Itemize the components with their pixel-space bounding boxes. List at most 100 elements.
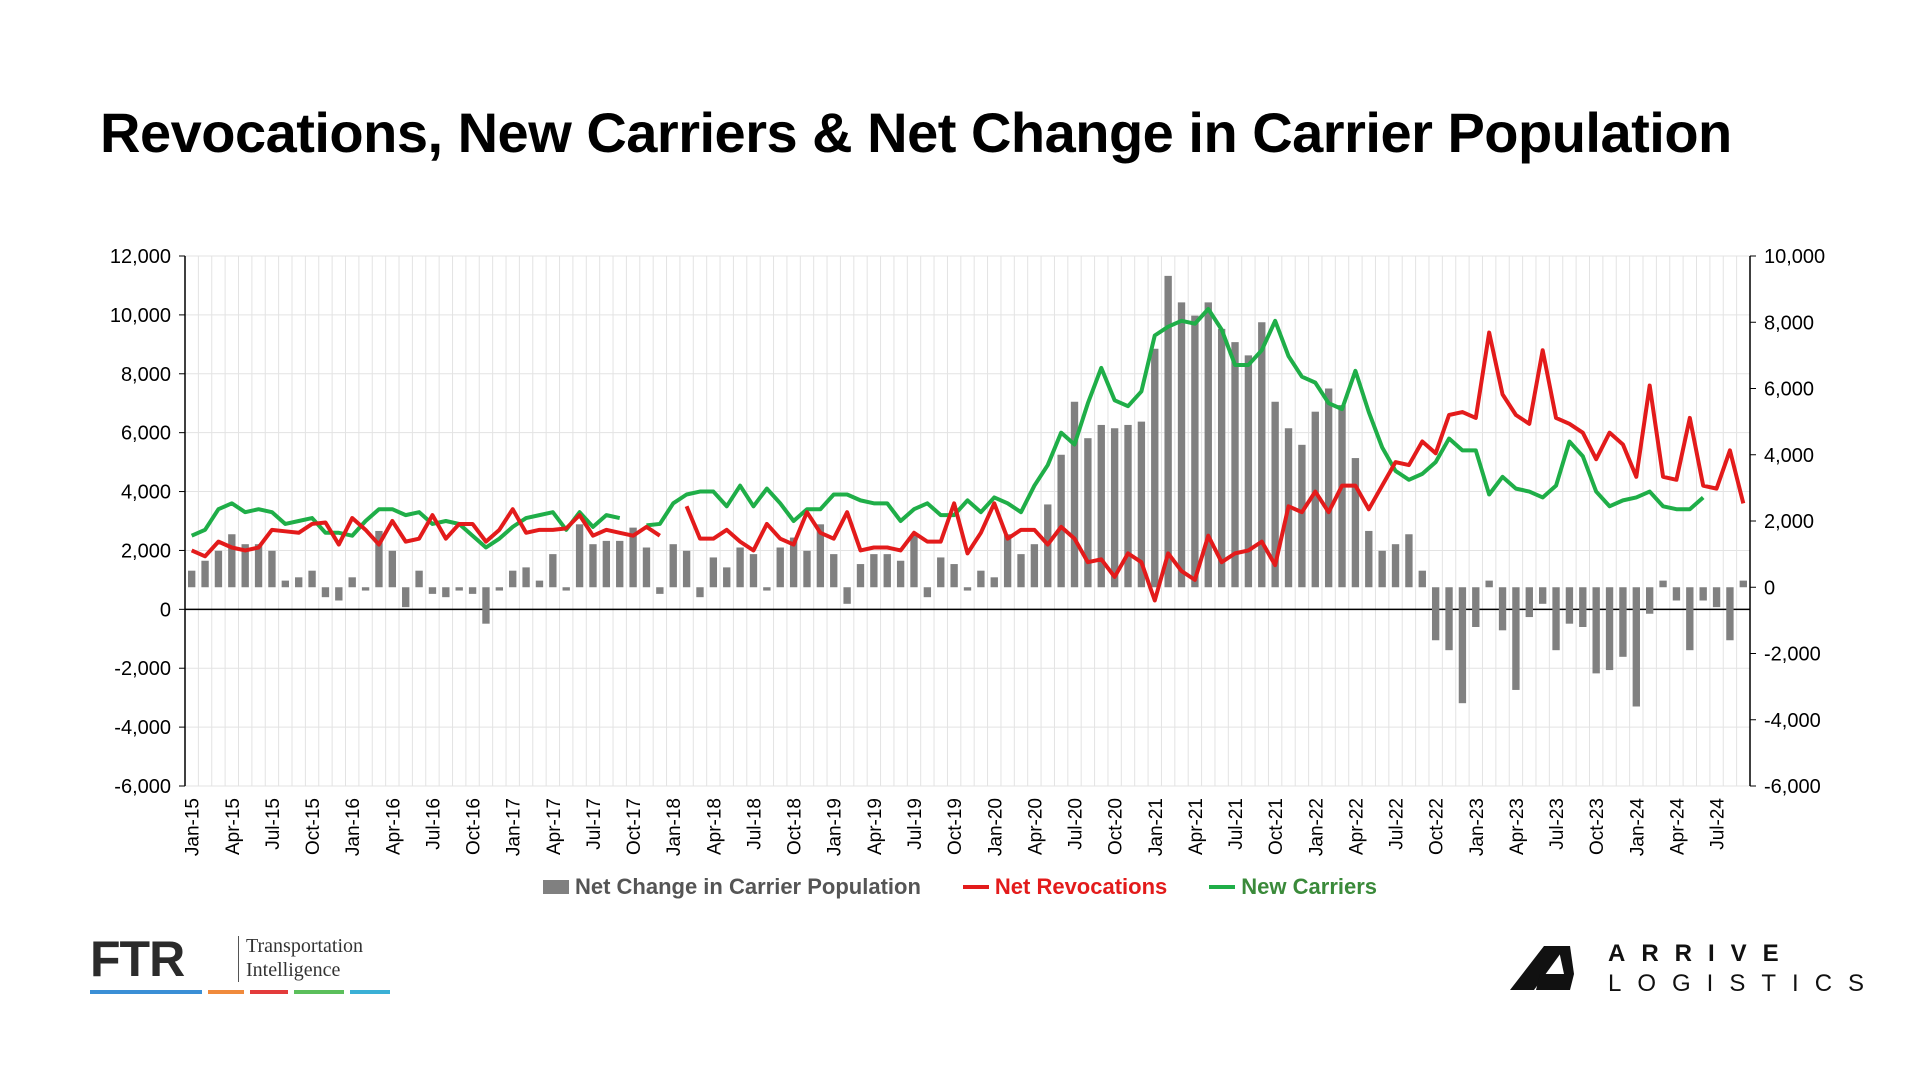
y-right-tick-label: 2,000 [1764, 511, 1814, 533]
y-right-tick-label: 0 [1764, 577, 1775, 599]
bar-net-change [723, 567, 731, 588]
line-net-revocations [684, 330, 1746, 603]
x-tick-label: Jan-21 [1146, 798, 1167, 856]
bar-net-change [803, 550, 811, 588]
bar-net-change [1659, 580, 1667, 588]
bar-net-change [1485, 580, 1493, 588]
bar-net-change [669, 544, 677, 588]
x-tick-label: Apr-23 [1507, 798, 1528, 855]
bar-net-change [709, 557, 718, 588]
bar-net-change [522, 567, 530, 588]
bar-net-change [1498, 587, 1507, 631]
x-tick-label: Jan-23 [1467, 798, 1488, 856]
bar-net-change [830, 554, 838, 588]
ftr-stripe-green [294, 990, 344, 994]
y-left-tick-label: 0 [160, 599, 171, 621]
bar-net-change [1672, 587, 1681, 601]
legend-item-net-change[interactable]: Net Change in Carrier Population [542, 874, 921, 900]
bar-net-change [1579, 587, 1587, 627]
bar-net-change [201, 560, 209, 588]
bar-net-change [656, 587, 664, 594]
bar-net-change [642, 547, 651, 588]
bar-net-change [749, 554, 758, 588]
x-tick-label: Apr-17 [544, 798, 565, 855]
x-tick-label: Jan-24 [1627, 798, 1648, 857]
bar-net-change [990, 577, 998, 588]
bar-net-change [1619, 587, 1627, 657]
x-tick-label: Oct-19 [945, 798, 966, 855]
bar-net-change [241, 544, 249, 588]
bar-net-change [1298, 444, 1306, 588]
bar-net-change [1110, 428, 1119, 588]
bar-net-change [442, 587, 450, 598]
bar-net-change [1632, 587, 1640, 707]
legend-item-revocations[interactable]: Net Revocations [962, 874, 1168, 900]
bar-net-change [321, 587, 330, 598]
bar-net-change [1431, 587, 1440, 641]
arrive-wordmark-bottom: LOGISTICS [1608, 970, 1881, 997]
bar-net-change [1592, 587, 1600, 674]
bar-net-change [428, 587, 437, 594]
bar-net-change [1164, 275, 1172, 588]
bar-net-change [214, 550, 223, 588]
x-tick-label: Oct-15 [303, 798, 324, 855]
ftr-stripe-red [250, 990, 288, 994]
bar-net-change [950, 564, 958, 588]
bar-net-change [562, 587, 570, 591]
legend: Net Change in Carrier Population Net Rev… [0, 874, 1920, 900]
x-tick-label: Apr-18 [704, 798, 725, 855]
bar-net-change [682, 550, 691, 588]
bar-net-change [937, 557, 945, 588]
bar-net-change [1605, 587, 1614, 671]
bar-net-change [1445, 587, 1453, 651]
bar-net-change [268, 550, 276, 588]
bar-net-change [348, 577, 356, 588]
bar-net-change [1324, 388, 1333, 588]
bar-net-change [896, 560, 905, 588]
x-tick-label: Jan-15 [183, 798, 204, 856]
bar-net-change [736, 547, 744, 588]
bar-net-change [228, 534, 236, 588]
y-right-tick-label: 8,000 [1764, 312, 1814, 334]
x-tick-label: Apr-15 [223, 798, 244, 855]
y-right-tick-label: 6,000 [1764, 379, 1814, 401]
y-right-tick-label: -6,000 [1764, 776, 1821, 798]
bar-net-change [375, 530, 383, 588]
y-left-tick-label: 4,000 [121, 482, 171, 504]
x-tick-label: Oct-22 [1427, 798, 1448, 855]
y-left-tick-label: 6,000 [121, 423, 171, 445]
bar-net-change [1191, 315, 1199, 588]
x-tick-label: Jul-20 [1066, 798, 1087, 850]
x-tick-label: Apr-22 [1346, 798, 1367, 855]
bar-net-change [843, 587, 851, 604]
bar-net-change [415, 570, 423, 588]
bar-net-change [1418, 570, 1426, 588]
x-tick-label: Oct-21 [1266, 798, 1287, 855]
ftr-logo: FTR Transportation Intelligence [90, 930, 390, 1000]
legend-label-revocations: Net Revocations [994, 874, 1168, 899]
bar-net-change [589, 544, 597, 588]
legend-swatch-bar [542, 880, 569, 894]
bar-net-change [254, 544, 263, 588]
y-left-tick-label: -4,000 [114, 717, 171, 739]
bar-net-change [295, 577, 303, 588]
legend-item-new-carriers[interactable]: New Carriers [1209, 874, 1377, 900]
bar-net-change [1244, 355, 1253, 588]
arrive-wordmark-top: ARRIVE [1608, 940, 1795, 967]
line-new-carriers [646, 307, 1705, 528]
y-right-tick-label: 4,000 [1764, 445, 1814, 467]
bar-net-change [388, 550, 397, 588]
x-tick-label: Jul-24 [1708, 798, 1729, 850]
bar-net-change [1030, 544, 1039, 588]
ftr-stripes [90, 990, 390, 994]
line-new-carriers [190, 501, 621, 550]
bar-net-change [1391, 544, 1400, 588]
bar-net-change [1686, 587, 1694, 651]
bar-net-change [1552, 587, 1560, 651]
bar-net-change [335, 587, 343, 601]
bar-net-change [696, 587, 704, 598]
bar-net-change [482, 587, 490, 624]
y-left-tick-label: -2,000 [114, 658, 171, 680]
bar-net-change [1124, 424, 1132, 588]
bar-net-change [1311, 411, 1319, 588]
